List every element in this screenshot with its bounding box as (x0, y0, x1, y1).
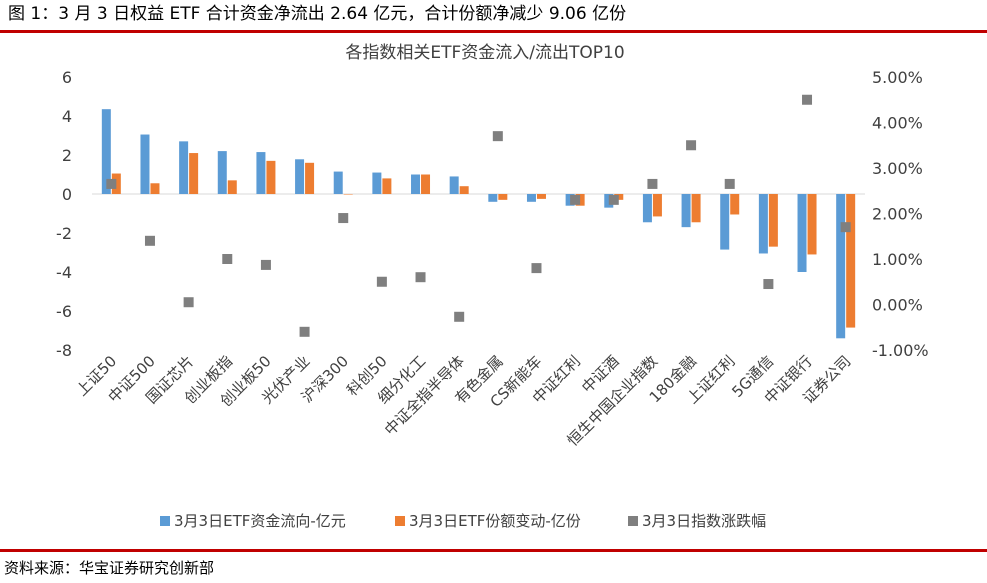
share-bar (846, 194, 856, 328)
legend-label: 3月3日ETF资金流向-亿元 (174, 512, 346, 530)
share-bar (421, 174, 431, 194)
right-axis-tick: 2.00% (872, 205, 923, 224)
change-marker (183, 297, 194, 308)
left-axis-tick: -2 (56, 224, 72, 243)
change-marker (608, 194, 619, 205)
share-bar (150, 183, 160, 194)
change-marker (106, 178, 117, 189)
flow-bar (217, 151, 227, 194)
markers (106, 94, 851, 337)
change-marker (840, 222, 851, 233)
flow-bar (720, 194, 730, 250)
flow-bar (488, 194, 498, 202)
flow-bar (333, 171, 343, 194)
share-bar (807, 194, 817, 255)
legend-label: 3月3日指数涨跌幅 (642, 512, 766, 530)
change-marker (724, 178, 735, 189)
flow-bar (179, 141, 189, 194)
flow-bar (101, 109, 111, 194)
share-bar (652, 194, 662, 217)
right-axis-tick: 0.00% (872, 296, 923, 315)
flow-bar (797, 194, 807, 272)
share-bar (305, 162, 315, 194)
right-axis-tick: 3.00% (872, 159, 923, 178)
share-bar (343, 194, 353, 195)
left-axis-tick: -4 (56, 263, 72, 282)
share-bar (266, 160, 276, 194)
change-marker (260, 259, 271, 270)
flow-bar (642, 194, 652, 223)
flow-bar (836, 194, 846, 339)
flow-bar (372, 172, 382, 194)
change-marker (686, 140, 697, 151)
flow-bar (526, 194, 536, 202)
change-marker (376, 276, 387, 287)
legend-swatch (395, 516, 405, 526)
legend-swatch (160, 516, 170, 526)
change-marker (454, 311, 465, 322)
right-axis-tick: 5.00% (872, 68, 923, 87)
share-bar (768, 194, 778, 247)
left-axis-tick: 2 (62, 146, 72, 165)
change-marker (802, 94, 813, 105)
change-marker (299, 326, 310, 337)
change-marker (492, 131, 503, 142)
share-bar (536, 194, 546, 199)
change-marker (338, 213, 349, 224)
flow-bar (295, 159, 305, 194)
share-bar (382, 178, 392, 194)
left-axis-tick: -6 (56, 302, 72, 321)
share-bar (691, 194, 701, 223)
change-marker (531, 263, 542, 274)
share-bar (227, 180, 237, 194)
change-marker (647, 178, 658, 189)
change-marker (763, 279, 774, 290)
left-axis-tick: 6 (62, 68, 72, 87)
right-axis-tick: 1.00% (872, 250, 923, 269)
share-bar (498, 194, 508, 200)
flow-bar (140, 134, 150, 194)
legend-swatch (628, 516, 638, 526)
flow-bar (256, 152, 266, 194)
left-axis-tick: 4 (62, 107, 72, 126)
left-axis-tick: -8 (56, 341, 72, 360)
chart-title: 各指数相关ETF资金流入/流出TOP10 (345, 43, 624, 63)
share-bar (189, 153, 199, 194)
flow-bar (449, 176, 459, 194)
bars (101, 109, 856, 339)
flow-bar (411, 174, 421, 194)
change-marker (144, 235, 155, 246)
source-note: 资料来源：华宝证券研究创新部 (4, 559, 215, 577)
change-marker (222, 254, 233, 264)
legend: 3月3日ETF资金流向-亿元 3月3日ETF份额变动-亿份 3月3日指数涨跌幅 (160, 512, 766, 530)
top-divider (0, 30, 987, 33)
figure-caption: 图 1：3 月 3 日权益 ETF 合计资金净流出 2.64 亿元，合计份额净减… (8, 4, 627, 24)
legend-label: 3月3日ETF份额变动-亿份 (409, 512, 581, 530)
share-bar (459, 186, 469, 194)
change-marker (415, 272, 426, 283)
share-bar (730, 194, 740, 215)
change-marker (570, 194, 581, 205)
flow-bar (681, 194, 691, 228)
right-axis-tick: -1.00% (872, 341, 929, 360)
flow-bar (758, 194, 768, 254)
left-axis-tick: 0 (62, 185, 72, 204)
right-axis-tick: 4.00% (872, 114, 923, 133)
bottom-divider (0, 549, 987, 552)
